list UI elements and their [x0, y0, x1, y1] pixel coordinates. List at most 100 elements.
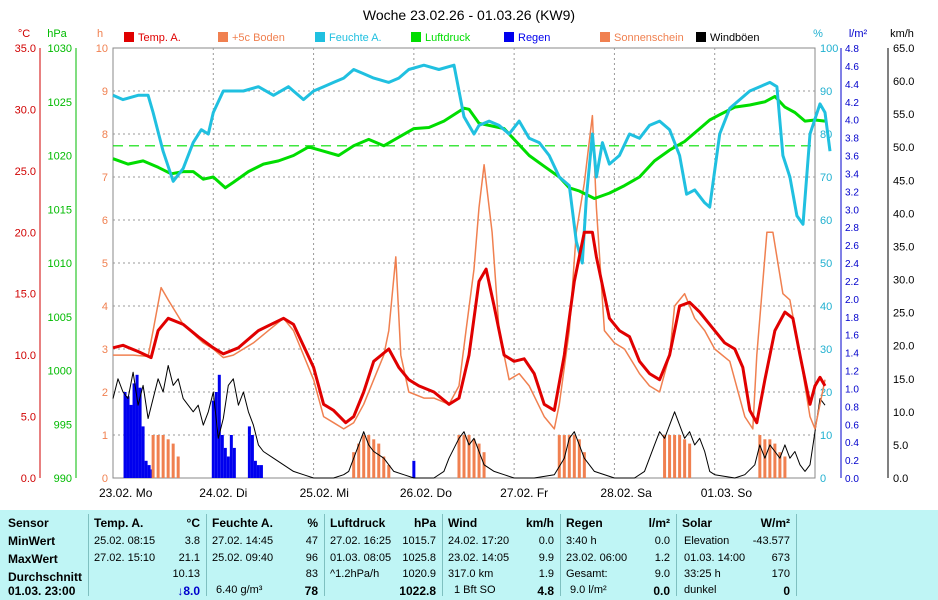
separator	[796, 514, 797, 596]
rain-bar	[217, 374, 221, 478]
rain-bar	[123, 392, 127, 478]
rain-tick-label: 3.6	[845, 152, 859, 163]
weather-chart: Woche 23.02.26 - 01.03.26 (KW9) Temp. A.…	[14, 7, 915, 500]
sun-tick-label: 6	[102, 215, 108, 227]
humidity-max-value: 96	[305, 552, 318, 564]
rain-tick-label: 4.8	[845, 44, 859, 55]
humidity-header: Feuchte A.	[212, 516, 273, 530]
rain-tick-label: 0.6	[845, 420, 859, 431]
legend-swatch-1	[218, 32, 228, 42]
sunshine-bar	[357, 443, 361, 478]
axis-ticks: 35.030.025.020.015.010.05.00.01030102510…	[15, 43, 915, 485]
temp-current-value: ↓8.0	[177, 584, 200, 598]
humidity-min-value: 47	[305, 535, 318, 547]
rain-bar	[220, 435, 224, 478]
legend-label-1: +5c Boden	[232, 32, 285, 44]
rain-tick-label: 0.2	[845, 456, 859, 467]
rain-tick-label: 3.2	[845, 187, 859, 198]
rain-bar	[147, 465, 151, 478]
temp-tick-label: 5.0	[21, 412, 36, 424]
sunshine-bar	[758, 435, 762, 478]
pressure-tick-label: 1000	[48, 366, 72, 378]
humidity-tick-label: 100	[820, 43, 838, 55]
rain-max-time: 23.02. 06:00	[566, 552, 628, 564]
pressure-max-time: 01.03. 08:05	[330, 552, 392, 564]
sunshine-bar	[768, 439, 772, 478]
temp-min-value: 3.8	[184, 535, 200, 547]
rain-bar	[141, 426, 145, 478]
rain-bar	[232, 447, 236, 478]
legend-label-3: Luftdruck	[425, 32, 471, 44]
pressure-trend-label: ^1.2hPa/h	[330, 568, 380, 580]
sunshine-bar	[151, 435, 155, 478]
sunshine-bar	[382, 456, 386, 478]
rain-bar	[211, 400, 215, 478]
sunshine-bar	[367, 435, 371, 478]
separator	[442, 514, 443, 596]
rain-bar	[412, 460, 416, 478]
separator	[676, 514, 677, 596]
rain-tick-label: 3.8	[845, 134, 859, 145]
temp-max-value: 21.1	[178, 552, 200, 564]
sun-tick-label: 5	[102, 258, 108, 270]
humidity-unit-label: %	[813, 28, 823, 40]
rain-tick-label: 2.8	[845, 223, 859, 234]
wind-max-value: 9.9	[538, 552, 554, 564]
pressure-tick-label: 995	[54, 419, 72, 431]
legend-swatch-6	[696, 32, 706, 42]
rain-tick-label: 2.0	[845, 295, 859, 306]
wind-tick-label: 40.0	[893, 208, 914, 220]
legend-swatch-5	[600, 32, 610, 42]
humidity-unit: %	[307, 516, 318, 530]
sunshine-bar	[362, 435, 366, 478]
pressure-tick-label: 1020	[48, 151, 72, 163]
wind-tick-label: 10.0	[893, 407, 914, 419]
rain-total-value: 9.0	[654, 568, 670, 580]
wind-tick-label: 45.0	[893, 175, 914, 187]
temp-tick-label: 30.0	[15, 104, 36, 116]
rain-bar	[226, 456, 230, 478]
sun-tick-label: 8	[102, 129, 108, 141]
temp-tick-label: 35.0	[15, 43, 36, 55]
rain-bar	[126, 396, 130, 478]
solar-state-label: dunkel	[684, 584, 717, 596]
humidity-tick-label: 10	[820, 430, 832, 442]
x-axis-label: 01.03. So	[701, 486, 753, 500]
wind-tick-label: 50.0	[893, 142, 914, 154]
x-axis-labels: 23.02. Mo 24.02. Di 25.02. Mi 26.02. Do 27.0…	[99, 486, 752, 500]
humidity-tick-label: 90	[820, 86, 832, 98]
wind-tick-label: 35.0	[893, 241, 914, 253]
legend-swatch-0	[124, 32, 134, 42]
wind-block: Wind km/h 24.02. 17:20 0.0 23.02. 14:05 …	[444, 510, 560, 600]
wind-unit: km/h	[525, 516, 554, 530]
separator	[560, 514, 561, 596]
sunshine-bar	[783, 456, 787, 478]
legend-swatch-4	[504, 32, 514, 42]
rain-tick-label: 1.2	[845, 367, 859, 378]
wind-unit-label: km/h	[890, 28, 914, 40]
solar-elevation-label: Elevation	[684, 535, 730, 547]
temp-max-time: 27.02. 15:10	[94, 552, 156, 564]
rain-tick-label: 1.4	[845, 349, 859, 360]
rain-tick-label: 3.0	[845, 205, 859, 216]
sunshine-bar	[683, 439, 687, 478]
rain-tick-label: 4.2	[845, 98, 859, 109]
humidity-avg-value: 83	[305, 568, 318, 580]
sun-tick-label: 7	[102, 172, 108, 184]
legend-label-5: Sonnenschein	[614, 32, 684, 44]
temp-tick-label: 20.0	[15, 227, 36, 239]
temp-unit-label: °C	[18, 28, 30, 40]
sunshine-bar	[688, 443, 692, 478]
wind-tick-label: 30.0	[893, 275, 914, 287]
humidity-tick-label: 0	[820, 473, 826, 485]
solar-max-time: 01.03. 14:00	[684, 552, 746, 564]
rain-tick-label: 3.4	[845, 169, 859, 180]
solar-block: Solar W/m² Elevation -43.577 01.03. 14:0…	[678, 510, 796, 600]
humidity-current-value: 78	[304, 584, 318, 598]
series-lines	[112, 63, 832, 479]
solar-avg-value: 170	[771, 568, 790, 580]
sunshine-bar	[673, 435, 677, 478]
x-axis-label: 23.02. Mo	[99, 486, 153, 500]
wind-direction-label: 1 Bft SO	[454, 584, 496, 596]
sunshine-bar	[372, 439, 376, 478]
